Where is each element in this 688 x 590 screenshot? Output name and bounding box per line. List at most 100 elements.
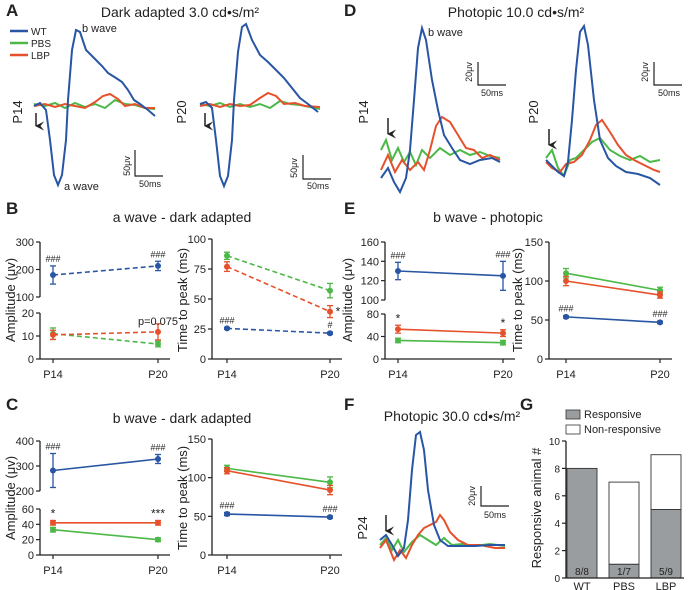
bar-responsive bbox=[566, 467, 598, 579]
panel-title: b wave - dark adapted bbox=[113, 410, 252, 426]
data-point-wt bbox=[224, 325, 230, 332]
series-line-lbp bbox=[397, 328, 504, 334]
bar-responsive bbox=[650, 509, 682, 579]
y-axis-label: Amplitude (μv) bbox=[3, 258, 18, 342]
y-tick-label: 300 bbox=[16, 237, 34, 249]
significance-label: ### bbox=[45, 254, 60, 264]
age-label-p20: P20 bbox=[526, 100, 541, 123]
series-line-wt bbox=[397, 270, 504, 277]
y-tick-label: 100 bbox=[361, 295, 379, 307]
trace-wt bbox=[199, 22, 319, 189]
series-line-lbp bbox=[226, 469, 331, 491]
data-point-lbp bbox=[224, 467, 230, 474]
chart-b-wave-photopic-time-to-peak: 0 50 100 150 P14 P20 Time to peak (ms) ### ### bbox=[510, 237, 672, 381]
scale-bar: 20μv 50ms 20μv 50ms bbox=[464, 62, 682, 98]
legend-swatch-non-responsive bbox=[565, 424, 581, 435]
bar-label: 5/9 bbox=[659, 567, 673, 578]
series-line-lbp bbox=[226, 265, 331, 313]
significance-label: ### bbox=[495, 249, 510, 259]
scale-voltage: 20μv bbox=[640, 62, 650, 82]
data-point-lbp bbox=[155, 519, 161, 526]
data-point-wt bbox=[50, 467, 56, 474]
y-tick-label: 0 bbox=[554, 574, 560, 585]
data-point-lbp bbox=[563, 278, 569, 284]
y-tick-label: 150 bbox=[525, 237, 543, 249]
series-line-pbs bbox=[226, 467, 331, 484]
x-tick-label: P20 bbox=[320, 565, 340, 577]
significance-label: ### bbox=[45, 442, 60, 452]
age-label-p24: P24 bbox=[355, 516, 370, 539]
scale-time: 50ms bbox=[658, 88, 681, 98]
y-tick-label: 100 bbox=[16, 292, 34, 304]
legend-label-wt: WT bbox=[31, 27, 47, 38]
x-tick-label: PBS bbox=[613, 581, 635, 590]
age-label-p14: P14 bbox=[356, 100, 371, 123]
y-tick-label: 0 bbox=[28, 354, 34, 366]
panel-title: Photopic 30.0 cd•s/m² bbox=[384, 408, 521, 424]
significance-label: * bbox=[396, 311, 401, 325]
y-tick-label: 20 bbox=[22, 308, 34, 320]
trace-lbp bbox=[380, 115, 501, 175]
legend-label-pbs: PBS bbox=[31, 39, 51, 50]
y-tick-label: 0 bbox=[373, 354, 379, 366]
y-tick-label: 8 bbox=[554, 464, 560, 475]
significance-label: ### bbox=[150, 443, 165, 453]
data-point-lbp bbox=[155, 328, 161, 335]
a-wave-label: a wave bbox=[64, 181, 99, 193]
y-tick-label: 120 bbox=[361, 276, 379, 288]
data-point-wt bbox=[155, 262, 161, 269]
panel-title: a wave - dark adapted bbox=[113, 209, 252, 225]
panel-f: F Photopic 30.0 cd•s/m² P24 20μv 50ms bbox=[344, 395, 521, 563]
y-tick-label: 50 bbox=[194, 511, 206, 523]
data-point-pbs bbox=[50, 526, 56, 533]
scale-voltage: 20μv bbox=[467, 486, 477, 506]
data-point-wt bbox=[395, 268, 401, 274]
y-tick-label: 200 bbox=[16, 486, 34, 498]
trace-pbs bbox=[545, 136, 661, 179]
x-tick-label: P14 bbox=[217, 565, 237, 577]
panel-letter: D bbox=[344, 1, 356, 20]
age-label-p14: P14 bbox=[10, 100, 25, 123]
trace-lbp bbox=[545, 118, 661, 174]
scale-time: 50ms bbox=[484, 510, 507, 520]
x-tick-label: P14 bbox=[388, 369, 408, 381]
panel-d: D Photopic 10.0 cd•s/m² P14 b wave P20 2… bbox=[344, 1, 682, 195]
y-tick-label: 140 bbox=[361, 256, 379, 268]
y-tick-label: 100 bbox=[188, 234, 206, 246]
scale-bar: 50μv 50ms 50μv 50ms bbox=[122, 150, 331, 191]
y-tick-label: 4 bbox=[554, 519, 560, 530]
significance-label: *** bbox=[151, 507, 165, 521]
y-tick-label: 2 bbox=[554, 547, 560, 558]
scale-time: 50ms bbox=[307, 181, 330, 191]
trace-lbp bbox=[379, 513, 505, 563]
p-value-annotation: p=0.075 bbox=[138, 316, 178, 328]
significance-label: ### bbox=[558, 304, 573, 314]
y-tick-label: 80 bbox=[367, 309, 379, 321]
y-tick-label: 60 bbox=[22, 504, 34, 516]
bar-label: 8/8 bbox=[575, 567, 589, 578]
trace-wt bbox=[380, 24, 501, 195]
x-tick-label: WT bbox=[573, 581, 590, 590]
data-point-wt bbox=[327, 330, 333, 337]
y-axis-label: Time to peak (ms) bbox=[510, 248, 525, 352]
panel-title: Dark adapted 3.0 cd•s/m² bbox=[101, 4, 260, 20]
data-point-lbp bbox=[657, 292, 663, 299]
panel-a: A Dark adapted 3.0 cd•s/m² WT PBS LBP P1… bbox=[6, 1, 331, 193]
b-wave-label: b wave bbox=[428, 27, 463, 39]
y-tick-label: 10 bbox=[549, 437, 561, 448]
significance-label: * bbox=[51, 507, 56, 521]
x-tick-label: P20 bbox=[320, 369, 340, 381]
data-point-lbp bbox=[500, 330, 506, 337]
trace-wt bbox=[33, 28, 156, 188]
series-line-pbs bbox=[565, 272, 661, 292]
y-tick-label: 40 bbox=[367, 332, 379, 344]
y-tick-label: 400 bbox=[16, 436, 34, 448]
y-tick-label: 50 bbox=[194, 294, 206, 306]
y-tick-label: 0 bbox=[200, 354, 206, 366]
significance-label: ### bbox=[390, 250, 405, 260]
y-axis-label: Time to peak (ms) bbox=[175, 446, 190, 550]
series-line-pbs bbox=[397, 339, 504, 344]
data-point-pbs bbox=[155, 341, 161, 348]
